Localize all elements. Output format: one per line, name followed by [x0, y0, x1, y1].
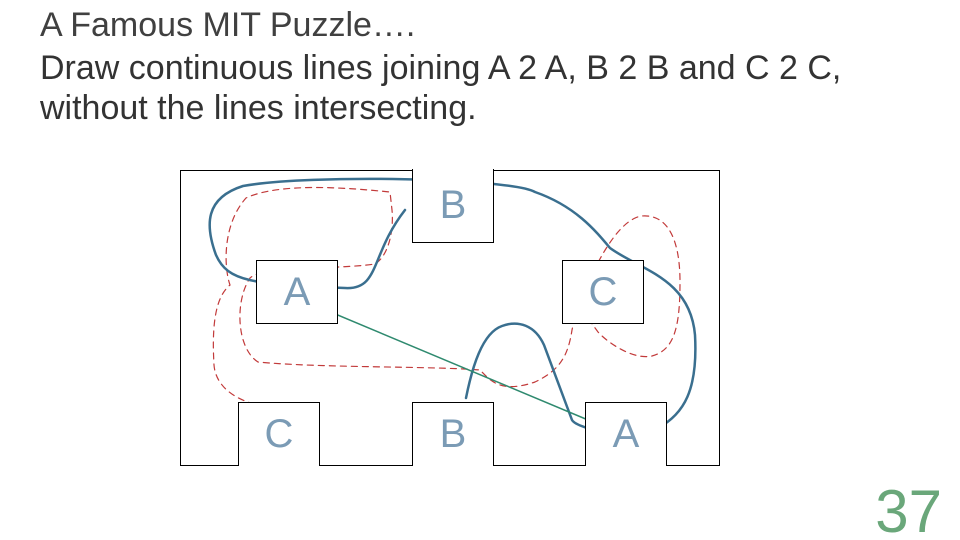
label-c-bottom: C	[265, 412, 294, 457]
box-b-top: B	[412, 169, 494, 243]
box-c-right: C	[562, 260, 644, 324]
box-a-bottom: A	[585, 402, 667, 466]
label-a-left: A	[284, 270, 311, 315]
label-c-right: C	[589, 270, 618, 315]
label-b-bottom: B	[440, 412, 467, 457]
label-b-top: B	[440, 183, 467, 228]
subtitle-line2: without the lines intersecting.	[40, 89, 477, 127]
label-a-bottom: A	[613, 412, 640, 457]
slide-title: A Famous MIT Puzzle….	[40, 6, 415, 45]
box-a-left: A	[256, 260, 338, 324]
box-b-bottom: B	[412, 402, 494, 466]
page-number: 37	[875, 477, 942, 540]
subtitle-line1: Draw continuous lines joining A 2 A, B 2…	[40, 49, 841, 87]
slide-subtitle: Draw continuous lines joining A 2 A, B 2…	[40, 48, 920, 128]
puzzle-diagram: B A C C B A	[180, 170, 720, 466]
box-c-bottom: C	[238, 402, 320, 466]
